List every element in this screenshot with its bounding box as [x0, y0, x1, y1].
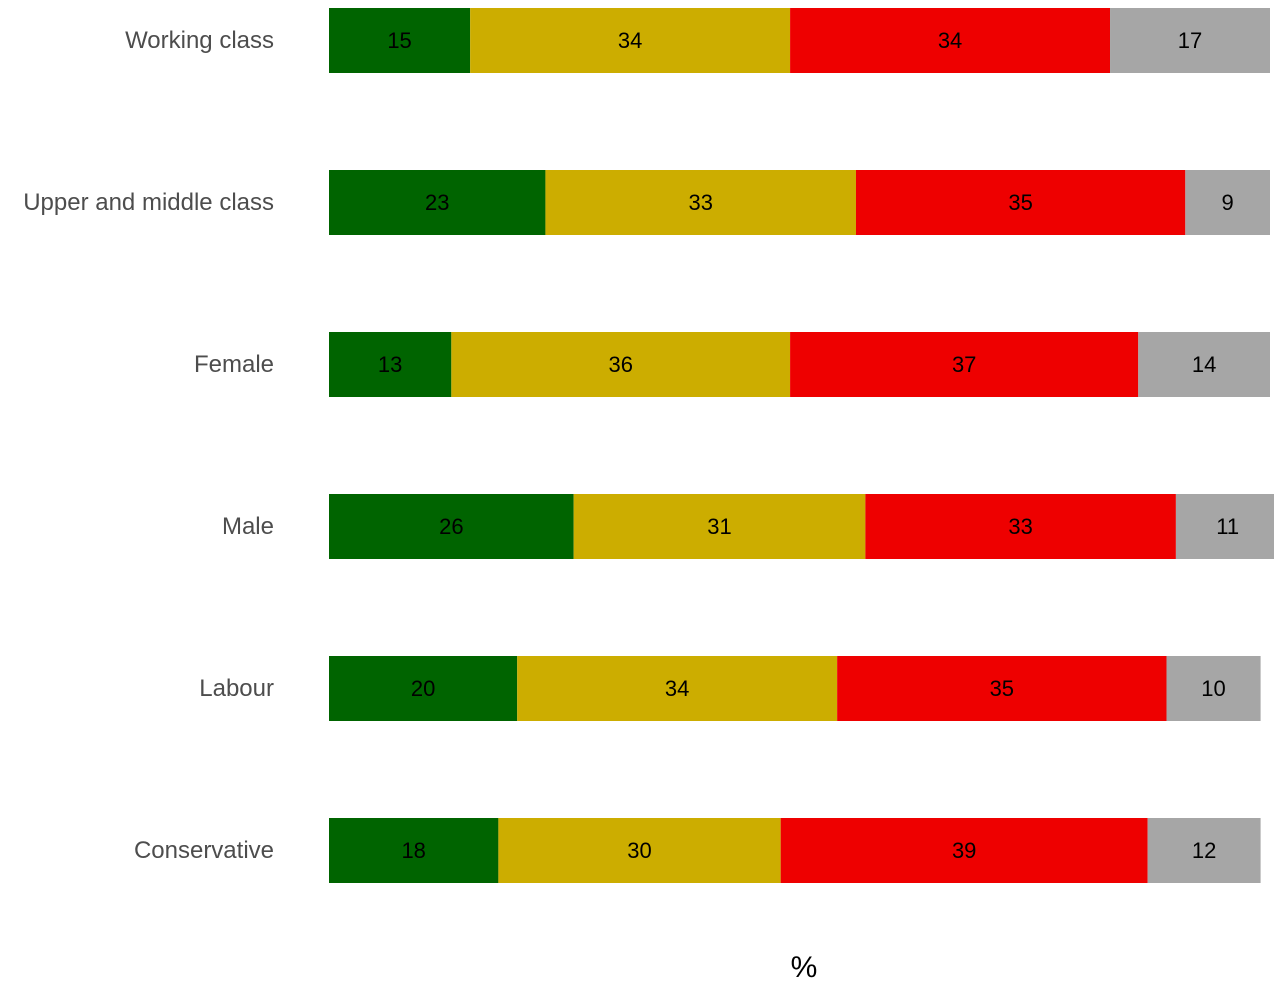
bar-segment: [1185, 170, 1270, 235]
bar-segment: [498, 818, 781, 883]
bar-value-label: 9: [1222, 190, 1234, 215]
category-labels: Working class Upper and middle class Femal…: [23, 27, 274, 864]
bar-value-label: 33: [688, 190, 712, 215]
x-axis-title: %: [791, 951, 818, 983]
bar-value-label: 35: [990, 676, 1014, 701]
bar-value-label: 33: [1008, 514, 1032, 539]
bar-segment: [329, 818, 499, 883]
bar-segment: [329, 170, 546, 235]
bar-value-label: 34: [938, 28, 962, 53]
bar-value-label: 26: [439, 514, 463, 539]
bar-segment: [545, 170, 856, 235]
bar-segment: [837, 656, 1167, 721]
bar-value-label: 18: [401, 838, 425, 863]
bar-segment: [573, 494, 866, 559]
bar-value-label: 10: [1201, 676, 1225, 701]
bar-value-label: 17: [1178, 28, 1202, 53]
category-label: Upper and middle class: [23, 189, 274, 216]
bar-segment: [1166, 656, 1261, 721]
bar-segment: [865, 494, 1176, 559]
bar-segment: [1175, 494, 1274, 559]
bar-segment: [1110, 8, 1270, 73]
bar-segment: [329, 332, 452, 397]
bar-value-label: 36: [608, 352, 632, 377]
bar-value-label: 14: [1192, 352, 1216, 377]
bar-value-label: 39: [952, 838, 976, 863]
bar-segment: [790, 8, 1111, 73]
bar-segment: [517, 656, 838, 721]
bar-value-label: 23: [425, 190, 449, 215]
category-label: Working class: [125, 27, 274, 54]
category-label: Male: [222, 513, 274, 540]
bar-segment: [790, 332, 1139, 397]
bar-value-label: 31: [707, 514, 731, 539]
bar-value-label: 30: [627, 838, 651, 863]
bar-value-label: 13: [378, 352, 402, 377]
bar-segment: [329, 656, 518, 721]
bar-segment: [780, 818, 1148, 883]
bars: 15 34 34 17 23 33 35 9 13 36 37 14 26 31 33 11 20 34 35 10 1…: [329, 8, 1274, 883]
bar-value-label: 37: [952, 352, 976, 377]
bar-value-label: 15: [387, 28, 411, 53]
bar-value-label: 11: [1216, 514, 1239, 539]
category-label: Female: [194, 351, 274, 378]
category-label: Labour: [199, 675, 274, 702]
bar-value-label: 12: [1192, 838, 1216, 863]
bar-segment: [329, 494, 574, 559]
bar-segment: [470, 8, 791, 73]
bar-segment: [1138, 332, 1270, 397]
bar-segment: [329, 8, 471, 73]
bar-segment: [451, 332, 791, 397]
bar-value-label: 34: [665, 676, 689, 701]
category-label: Conservative: [134, 837, 274, 864]
bar-segment: [855, 170, 1186, 235]
bar-value-label: 20: [411, 676, 435, 701]
bar-segment: [1147, 818, 1261, 883]
bar-value-label: 35: [1008, 190, 1032, 215]
bar-value-label: 34: [618, 28, 642, 53]
